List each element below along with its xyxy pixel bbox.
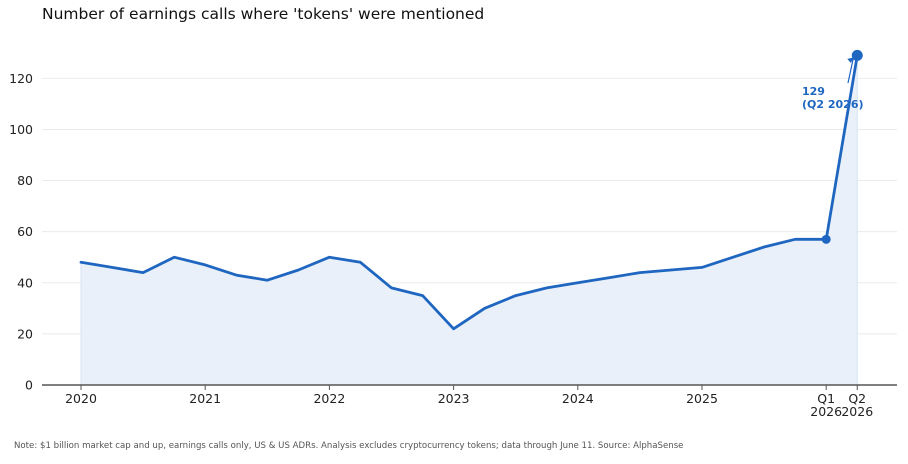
y-tick-label-60: 60: [17, 224, 33, 239]
y-tick-label-40: 40: [17, 275, 33, 290]
y-tick-label-0: 0: [25, 378, 33, 393]
y-tick-label-20: 20: [17, 326, 33, 341]
y-tick-label-80: 80: [17, 173, 33, 188]
x-tick-label-2024: 2024: [562, 391, 594, 406]
x-tick-label-2025: 2025: [686, 391, 718, 406]
series-line-path: [79, 53, 859, 331]
x-tick-label-2023: 2023: [438, 391, 470, 406]
y-tick-label-100: 100: [9, 122, 33, 137]
annotation-arrow-head: [847, 57, 855, 63]
axes: 0 20 40 60 80 100 120 2020 2021 2022 2023 2024 2025 Q…: [9, 71, 897, 419]
x-tick-sublabel-q1: 2026: [810, 404, 842, 419]
x-tick-label-2022: 2022: [313, 391, 345, 406]
x-tick-label-2021: 2021: [189, 391, 221, 406]
x-tick-label-q2: Q2: [848, 391, 866, 406]
annotation-value: 129: [802, 85, 825, 98]
x-tick-sublabel-q2: 2026: [841, 404, 873, 419]
series-line: [79, 53, 859, 331]
series-area: [81, 55, 858, 386]
chart-title: Number of earnings calls where 'tokens' …: [42, 5, 485, 23]
y-tick-label-120: 120: [9, 71, 33, 86]
marker-q2-2026: [851, 49, 863, 61]
marker-q1-2026: [821, 234, 831, 244]
x-tick-label-q1: Q1: [817, 391, 835, 406]
x-tick-label-2020: 2020: [65, 391, 97, 406]
area-fill: [80, 55, 858, 386]
annotation: 129(Q2 2026): [802, 57, 864, 111]
markers: [821, 49, 863, 244]
annotation-arrow-line: [847, 58, 854, 84]
annotation-period: (Q2 2026): [802, 98, 864, 111]
source-note: Note: $1 billion market cap and up, earn…: [14, 441, 684, 451]
